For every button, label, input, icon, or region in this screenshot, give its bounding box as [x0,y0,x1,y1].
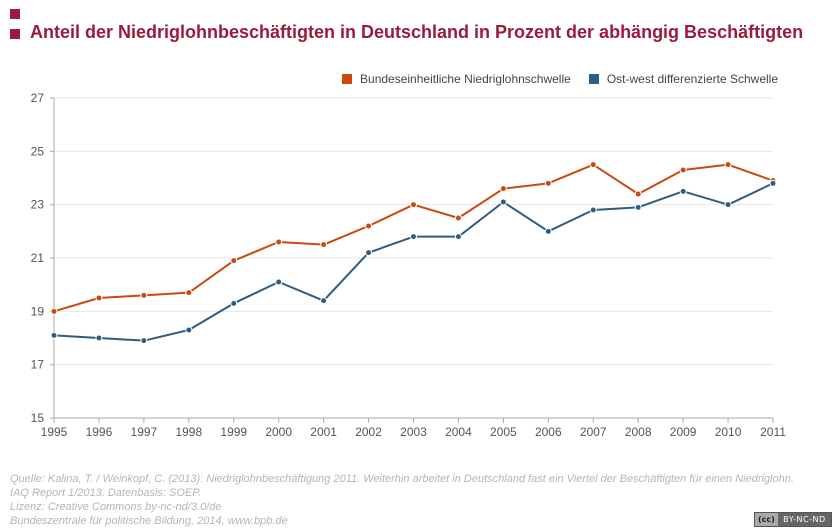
x-tick-label: 2010 [715,425,742,439]
data-point [634,203,642,211]
x-tick-label: 1998 [175,425,202,439]
legend-item-bundeseinheitlich[interactable]: Bundeseinheitliche Niedriglohnschwelle [342,72,571,86]
x-tick-label: 1995 [41,425,68,439]
data-point [589,161,597,169]
source-footer: Quelle: Kalina, T. / Weinkopf, C. (2013)… [10,472,794,528]
data-point [454,233,462,241]
legend: Bundeseinheitliche Niedriglohnschwelle O… [342,72,778,86]
data-point [230,257,238,265]
x-tick-label: 2007 [580,425,607,439]
legend-label: Ost-west differenzierte Schwelle [606,72,778,86]
x-tick-label: 2004 [445,425,472,439]
data-point [275,238,283,246]
legend-label: Bundeseinheitliche Niedriglohnschwelle [360,72,571,86]
publisher-line: Bundeszentrale für politische Bildung, 2… [10,515,288,527]
title-marker-square [10,9,20,19]
cc-icon: (cc) [755,513,778,526]
data-point [140,337,148,345]
y-tick-label: 23 [31,198,45,212]
data-point [95,294,103,302]
data-point [499,185,507,193]
x-tick-label: 1997 [131,425,158,439]
data-point [589,206,597,214]
x-tick-label: 2008 [625,425,652,439]
data-point [185,326,193,334]
data-point [275,278,283,286]
y-tick-label: 27 [31,91,45,105]
line-chart: 15 17 19 21 23 25 27 1995 1996 1997 1998 1999 2000 20… [31,91,787,439]
data-point [544,227,552,235]
data-point [724,201,732,209]
x-tick-label: 2005 [490,425,517,439]
y-tick-label: 15 [31,411,45,425]
x-tick-label: 2001 [310,425,337,439]
data-point [140,291,148,299]
data-point [679,187,687,195]
y-tick-label: 21 [31,251,45,265]
x-tick-label: 2011 [760,425,786,439]
x-tick-label: 2002 [355,425,382,439]
x-tick-label: 2003 [400,425,427,439]
y-tick-label: 25 [31,144,45,158]
data-point [320,297,328,305]
data-point [185,289,193,297]
data-point [365,249,373,257]
chart-title: Anteil der Niedriglohnbeschäftigten in D… [30,22,804,42]
x-tick-label: 2009 [670,425,697,439]
data-point [410,201,417,209]
data-point [769,179,777,187]
data-point [454,214,462,222]
data-point [724,161,732,169]
y-tick-label: 19 [31,304,45,318]
source-line: Quelle: Kalina, T. / Weinkopf, C. (2013)… [10,473,794,485]
cc-license-terms: BY-NC-ND [777,513,831,526]
cc-license-badge[interactable]: (cc) BY-NC-ND [754,512,832,527]
x-tick-label: 2000 [265,425,292,439]
data-point [320,241,328,249]
source-line: IAQ Report 1/2013. Datenbasis: SOEP. [10,487,202,499]
legend-item-ost-west[interactable]: Ost-west differenzierte Schwelle [588,72,778,86]
data-point [230,299,238,307]
data-point [365,222,373,230]
x-tick-label: 1999 [220,425,247,439]
data-point [95,334,103,342]
data-point [634,190,642,198]
x-tick-label: 2006 [535,425,562,439]
x-tick-label: 1996 [86,425,113,439]
data-point [544,179,552,187]
data-point [410,233,417,241]
title-bullet-square [10,29,20,39]
legend-swatch-orange [342,74,353,84]
data-point [499,198,507,206]
data-point [50,307,58,315]
y-tick-label: 17 [31,358,45,372]
data-point [50,331,58,339]
license-line: Lizenz: Creative Commons by-nc-nd/3.0/de [10,501,222,513]
data-point [679,166,687,174]
legend-swatch-blue [588,74,599,84]
